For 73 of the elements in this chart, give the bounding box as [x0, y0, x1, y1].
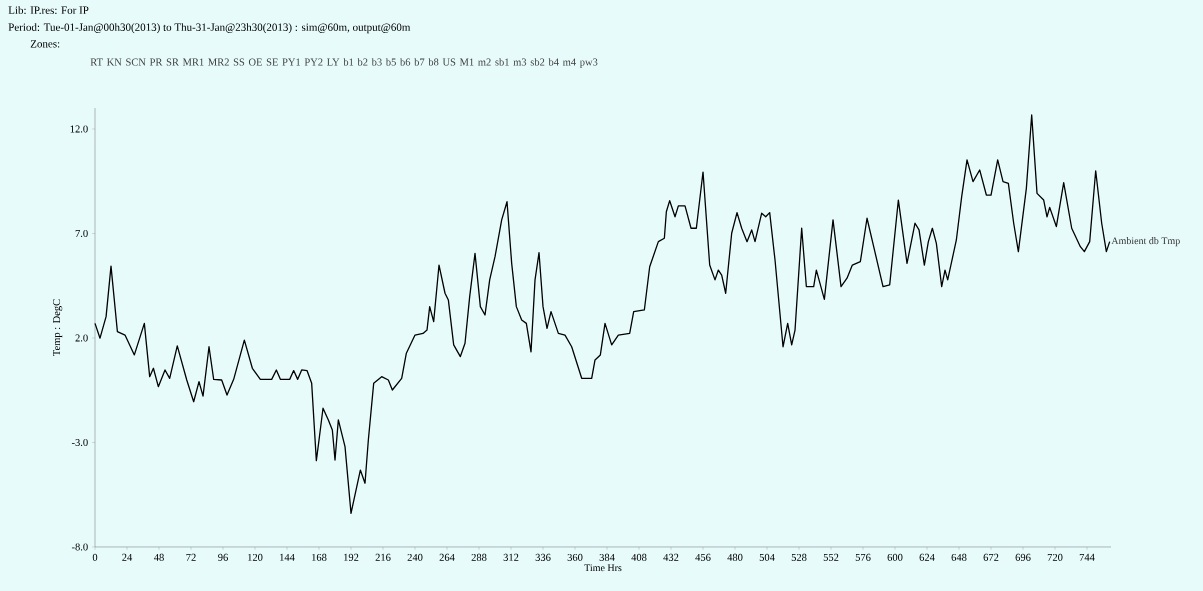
y-tick-label: 2.0: [75, 334, 88, 342]
y-tick-label: -3.0: [71, 438, 88, 447]
text: US: [442, 58, 456, 66]
y-tick-label: 7.0: [75, 229, 88, 238]
x-tick-label: 720: [1047, 553, 1063, 561]
x-tick-label: 624: [919, 553, 935, 561]
text: b2: [357, 58, 368, 66]
x-tick-label: 528: [791, 553, 807, 561]
series-label: Ambient db Tmp: [1111, 237, 1180, 247]
text: PR: [149, 58, 163, 66]
text: b3: [371, 58, 382, 66]
x-tick-label: 384: [599, 553, 615, 561]
x-tick-label: 648: [951, 553, 967, 561]
x-tick-label: 240: [407, 553, 423, 561]
text: M1: [459, 58, 474, 66]
x-tick-label: 48: [153, 553, 164, 561]
text: m2: [478, 58, 491, 66]
text: KN: [106, 58, 122, 66]
text: m4: [562, 58, 576, 66]
text: b4: [548, 58, 559, 66]
text: LY: [327, 58, 340, 66]
text: sb2: [530, 58, 545, 66]
x-tick-label: 552: [823, 553, 839, 561]
text: b1: [343, 58, 354, 66]
x-tick-label: 696: [1015, 553, 1031, 561]
x-tick-label: 72: [186, 553, 196, 561]
text: b6: [399, 58, 411, 66]
x-tick-label: 576: [855, 553, 871, 561]
text: sb1: [495, 58, 509, 66]
text: OE: [248, 58, 262, 66]
y-tick-label: 12.0: [70, 125, 88, 133]
text: pw3: [579, 58, 598, 68]
text: b8: [428, 58, 439, 66]
line-series: [94, 114, 1111, 514]
chart-title: Lib: IP.res: For IP: [8, 6, 89, 14]
x-tick-label: 336: [535, 553, 551, 561]
text: Zones:: [30, 40, 60, 48]
x-tick-label: 288: [471, 553, 487, 561]
text: SCN: [126, 58, 146, 66]
text: RT: [90, 58, 103, 66]
text: m3: [513, 58, 527, 66]
text: MR2: [208, 58, 229, 66]
text: b7: [414, 58, 425, 66]
text: PY2: [304, 58, 323, 66]
x-tick-label: 144: [280, 553, 295, 561]
x-tick-label: 672: [983, 553, 999, 561]
text: SR: [166, 58, 179, 66]
x-tick-label: 0: [92, 553, 98, 561]
x-axis-title: Time Hrs: [584, 564, 622, 572]
x-tick-label: 432: [663, 553, 679, 561]
y-axis-title: Temp : DegC: [53, 299, 63, 356]
text: SS: [233, 58, 245, 66]
x-tick-label: 408: [631, 553, 647, 561]
x-tick-label: 600: [887, 553, 903, 561]
x-tick-label: 480: [727, 553, 743, 561]
x-tick-label: 264: [439, 553, 455, 561]
x-tick-label: 168: [312, 553, 327, 561]
x-tick-label: 216: [375, 553, 391, 561]
x-tick-label: 504: [759, 553, 775, 561]
text: b5: [385, 58, 396, 66]
x-tick-label: 456: [695, 553, 711, 561]
x-tick-label: 24: [122, 553, 133, 561]
x-tick-label: 360: [567, 553, 583, 561]
y-tick-label: -8.0: [71, 543, 88, 551]
x-tick-label: 120: [248, 553, 263, 561]
x-tick-label: 744: [1079, 553, 1095, 561]
chart-subtitle: Period: Tue-01-Jan@00h30(2013) to Thu-31-Jan@23h30(2013) : sim@60m, output@60m: [8, 23, 411, 34]
text: MR1: [182, 58, 204, 66]
text: SE: [266, 58, 278, 66]
x-tick-label: 312: [503, 553, 519, 561]
x-tick-label: 96: [218, 553, 228, 561]
text: PY1: [282, 58, 301, 66]
x-tick-label: 192: [344, 553, 359, 561]
